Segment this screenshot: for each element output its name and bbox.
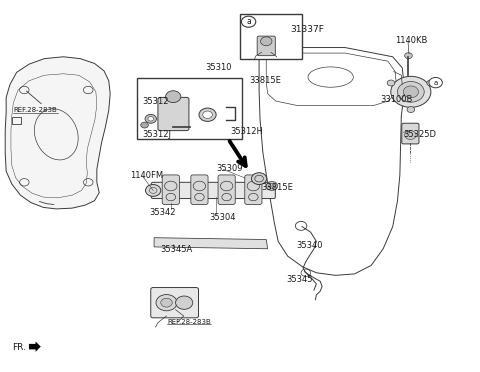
Bar [240,14,302,59]
Circle shape [405,53,412,59]
Text: REF.28-283B: REF.28-283B [13,107,57,113]
Text: REF.28-283B: REF.28-283B [168,319,211,325]
Text: a: a [246,17,251,26]
Circle shape [403,86,419,98]
Text: 33815E: 33815E [262,183,293,192]
FancyBboxPatch shape [151,288,199,318]
Circle shape [156,295,177,311]
FancyBboxPatch shape [158,97,189,131]
Circle shape [241,16,256,27]
FancyBboxPatch shape [218,175,235,205]
Text: FR.: FR. [12,343,26,352]
Circle shape [141,122,148,128]
Text: 35310: 35310 [205,63,232,72]
Circle shape [266,182,278,190]
Text: 35304: 35304 [209,213,236,222]
FancyBboxPatch shape [151,182,276,199]
Polygon shape [29,342,40,352]
FancyBboxPatch shape [245,175,262,205]
Text: 35340: 35340 [296,241,323,250]
Circle shape [161,298,172,307]
Text: 1140FM: 1140FM [130,171,163,180]
FancyBboxPatch shape [257,36,276,56]
Circle shape [387,80,395,86]
Bar [137,78,242,139]
FancyBboxPatch shape [191,175,208,205]
Circle shape [391,76,431,108]
Text: 35312: 35312 [142,97,168,106]
Circle shape [261,37,272,46]
Circle shape [397,81,424,102]
Text: 35325D: 35325D [404,130,437,139]
Circle shape [252,173,267,185]
Circle shape [176,296,193,310]
Circle shape [145,185,161,196]
Text: 35309: 35309 [216,164,242,173]
Text: 35312H: 35312H [230,127,264,136]
Circle shape [148,116,154,121]
Text: 1140KB: 1140KB [395,36,427,45]
Text: 35345: 35345 [287,275,313,283]
Circle shape [145,114,156,123]
Bar [12,116,22,124]
Polygon shape [5,57,110,209]
FancyBboxPatch shape [162,175,180,205]
Polygon shape [154,238,268,249]
Text: 35312J: 35312J [142,130,171,139]
Circle shape [429,77,443,88]
FancyBboxPatch shape [402,123,419,144]
Circle shape [427,80,434,86]
Circle shape [405,131,416,140]
Circle shape [407,107,415,112]
Text: a: a [433,80,438,86]
Text: 33100B: 33100B [381,95,413,104]
Text: 35345A: 35345A [160,245,192,254]
Text: 35342: 35342 [149,208,176,217]
Text: 33815E: 33815E [250,76,281,85]
Circle shape [166,91,181,103]
Circle shape [203,111,212,118]
Text: 31337F: 31337F [290,25,324,33]
Circle shape [199,108,216,121]
